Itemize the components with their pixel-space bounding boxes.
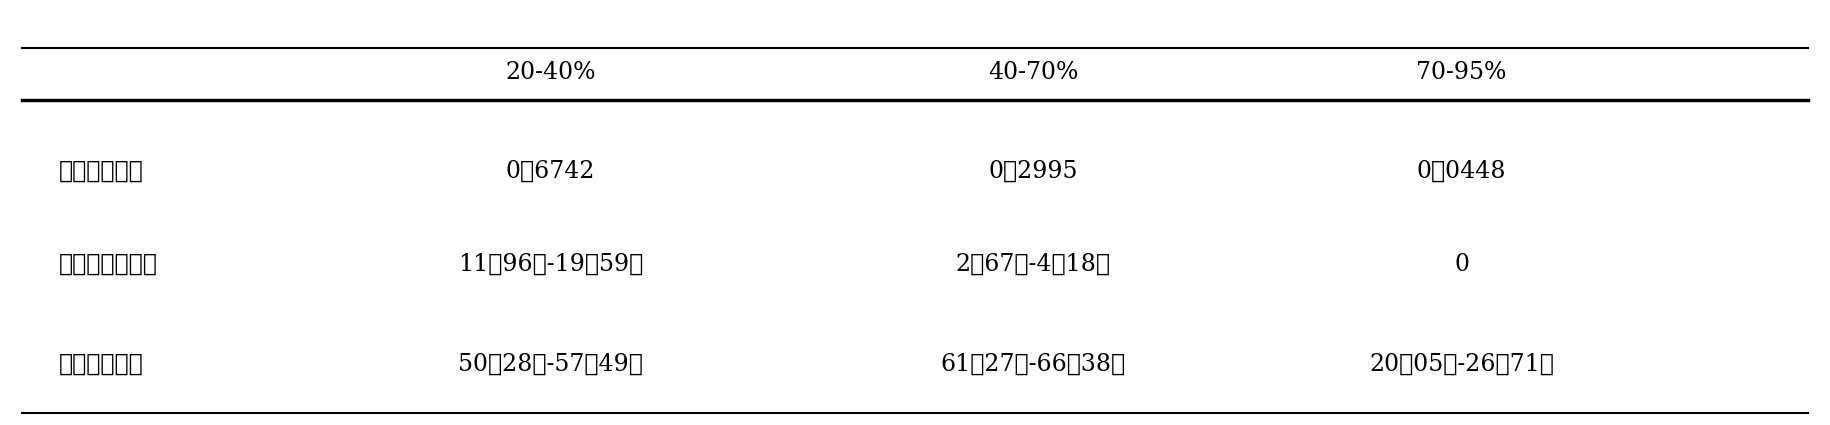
Text: 70-95%: 70-95%	[1416, 62, 1506, 85]
Text: 50．28％-57．49％: 50．28％-57．49％	[458, 353, 642, 376]
Text: 20．05％-26．71％: 20．05％-26．71％	[1369, 353, 1554, 376]
Text: 61．27％-66．38％: 61．27％-66．38％	[941, 353, 1125, 376]
Text: 0: 0	[1455, 253, 1469, 276]
Text: 0．2995: 0．2995	[988, 159, 1078, 182]
Text: 0．0448: 0．0448	[1416, 159, 1506, 182]
Text: 20-40%: 20-40%	[505, 62, 597, 85]
Text: 40-70%: 40-70%	[988, 62, 1078, 85]
Text: 浸膏量（克）: 浸膏量（克）	[59, 159, 143, 182]
Text: 2．67％-4．18％: 2．67％-4．18％	[955, 253, 1111, 276]
Text: 11．96％-19．59％: 11．96％-19．59％	[458, 253, 644, 276]
Text: 总黄酮的含量: 总黄酮的含量	[59, 353, 143, 376]
Text: 0．6742: 0．6742	[505, 159, 595, 182]
Text: 迦迭香酸的含量: 迦迭香酸的含量	[59, 253, 157, 276]
